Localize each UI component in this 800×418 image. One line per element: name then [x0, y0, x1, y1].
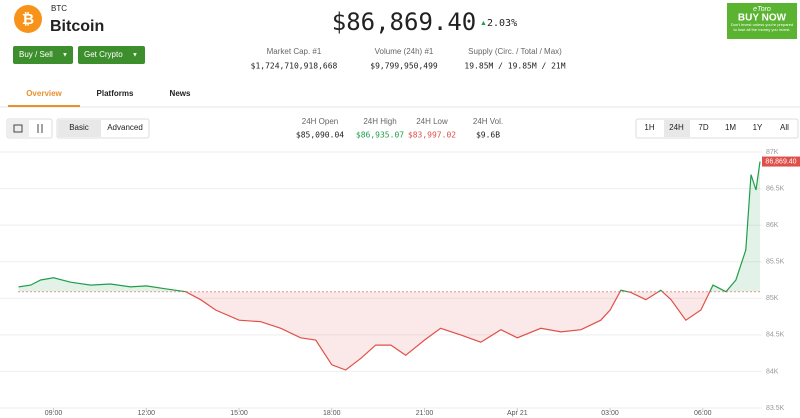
range-option[interactable]: 24H: [669, 123, 684, 132]
x-tick-label: 12:00: [138, 410, 156, 417]
y-tick-label: 83.5K: [766, 405, 785, 412]
stat-label: Volume (24h) #1: [375, 47, 434, 56]
get-crypto-button[interactable]: [78, 46, 145, 64]
range-group[interactable]: [635, 118, 799, 139]
ad-brand: eToro: [753, 6, 771, 13]
mode-active-bg: [58, 120, 101, 137]
day-stat-label: 24H Low: [416, 117, 448, 126]
ad-cta[interactable]: BUY NOW: [738, 13, 787, 24]
price-area: [18, 161, 761, 370]
range-option[interactable]: 7D: [698, 123, 708, 132]
tab[interactable]: Platforms: [97, 89, 134, 98]
ad-disclaimer: Don't invest unless you're prepared to l…: [730, 23, 794, 32]
y-tick-label: 85K: [766, 295, 779, 302]
tab[interactable]: News: [170, 89, 191, 98]
x-tick-label: 03:00: [601, 410, 619, 417]
get-crypto-label[interactable]: Get Crypto: [84, 50, 123, 59]
coin-name: Bitcoin: [50, 18, 104, 35]
range-active-bg: [664, 120, 690, 137]
x-tick-label: 09:00: [45, 410, 63, 417]
day-stat-label: 24H Vol.: [473, 117, 503, 126]
price-chart: 83.5K 84K 84.5K 85K 85.5K 86K 86.5K 87K 09:00 12:…: [0, 149, 800, 417]
line-icon: [13, 124, 23, 133]
range-option[interactable]: 1H: [644, 123, 654, 132]
mode-option[interactable]: Advanced: [107, 123, 143, 132]
x-tick-label: 06:00: [694, 410, 712, 417]
x-tick-label: 21:00: [416, 410, 434, 417]
change-arrow: ▲: [480, 20, 487, 27]
y-tick-label: 84K: [766, 368, 779, 375]
tab[interactable]: Overview: [26, 89, 62, 98]
y-tick-label: 87K: [766, 149, 779, 156]
range-option[interactable]: 1Y: [753, 123, 763, 132]
y-tick-label: 86.5K: [766, 185, 785, 192]
mode-option[interactable]: Basic: [69, 123, 89, 132]
price: $86,869.40: [332, 8, 477, 36]
line-icon-bg[interactable]: [8, 120, 29, 137]
buy-sell-label[interactable]: Buy / Sell: [19, 50, 53, 59]
stat-label: Supply (Circ. / Total / Max): [468, 47, 562, 56]
dropdown-caret: ▼: [132, 53, 138, 59]
ad-banner[interactable]: [727, 3, 797, 39]
range-option[interactable]: 1M: [725, 123, 736, 132]
x-tick-label: Apr 21: [507, 410, 528, 417]
price-change: 2.03%: [487, 18, 517, 29]
y-tick-label: 84.5K: [766, 332, 785, 339]
day-stat-value: $83,997.02: [408, 131, 456, 140]
day-stat-value: $85,090.04: [296, 131, 344, 140]
stat-value: $1,724,710,918,668: [251, 62, 338, 71]
day-stat-label: 24H High: [363, 117, 396, 126]
stat-value: 19.85M / 19.85M / 21M: [464, 62, 565, 71]
last-price-tag: [762, 156, 800, 167]
coin-symbol: BTC: [51, 4, 67, 13]
day-stat-label: 24H Open: [302, 117, 338, 126]
price-line: [18, 161, 761, 371]
buy-sell-button[interactable]: [13, 46, 73, 64]
last-price-label: 86,869.40: [765, 158, 796, 165]
day-stat-value: $9.6B: [476, 131, 500, 140]
dropdown-caret: ▼: [62, 53, 68, 59]
range-option[interactable]: All: [780, 123, 789, 132]
coin-logo-glyph: ₿: [22, 11, 34, 28]
range-selector: 1H 24H 7D 1M 1Y All: [635, 118, 799, 139]
x-tick-label: 18:00: [323, 410, 341, 417]
y-tick-label: 86K: [766, 222, 779, 229]
x-tick-label: 15:00: [230, 410, 248, 417]
stat-label: Market Cap. #1: [267, 47, 322, 56]
y-tick-label: 85.5K: [766, 259, 785, 266]
coin-logo: [14, 5, 42, 33]
ad-disclaimer-box: Don't invest unless you're prepared to l…: [730, 23, 794, 32]
day-stat-value: $86,935.07: [356, 131, 404, 140]
stat-value: $9,799,950,499: [370, 62, 438, 71]
